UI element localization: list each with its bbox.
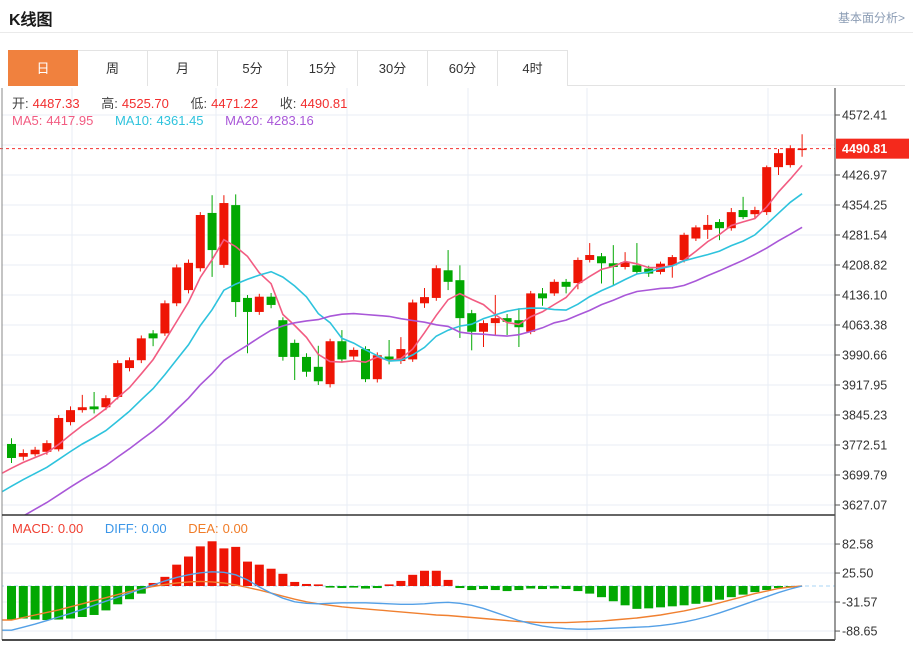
current-price-badge: 4490.81 — [836, 138, 909, 159]
svg-text:3845.23: 3845.23 — [842, 408, 887, 422]
macd-layer — [2, 541, 835, 631]
svg-text:4354.25: 4354.25 — [842, 199, 887, 213]
svg-text:82.58: 82.58 — [842, 538, 873, 552]
axes-layer — [1, 88, 836, 641]
tab-60min[interactable]: 60分 — [428, 50, 498, 86]
svg-text:4208.82: 4208.82 — [842, 258, 887, 272]
svg-text:4572.41: 4572.41 — [842, 109, 887, 123]
svg-text:4490.81: 4490.81 — [842, 142, 887, 156]
tab-month[interactable]: 月 — [148, 50, 218, 86]
dea-line — [2, 580, 803, 624]
tab-30min[interactable]: 30分 — [358, 50, 428, 86]
svg-text:4281.54: 4281.54 — [842, 228, 887, 242]
tab-day[interactable]: 日 — [8, 50, 78, 86]
header-divider — [0, 32, 913, 33]
svg-text:4136.10: 4136.10 — [842, 288, 887, 302]
svg-text:25.50: 25.50 — [842, 567, 873, 581]
svg-text:4426.97: 4426.97 — [842, 169, 887, 183]
tab-5min[interactable]: 5分 — [218, 50, 288, 86]
price-axis-labels: 4572.41 4426.97 4354.25 4281.54 4208.82 4136.… — [835, 109, 887, 639]
svg-text:3990.66: 3990.66 — [842, 348, 887, 362]
svg-text:3772.51: 3772.51 — [842, 438, 887, 452]
svg-text:4063.38: 4063.38 — [842, 318, 887, 332]
svg-text:-31.57: -31.57 — [842, 596, 877, 610]
tab-week[interactable]: 周 — [78, 50, 148, 86]
candlestick-layer — [7, 134, 807, 463]
svg-text:3627.07: 3627.07 — [842, 498, 887, 512]
ma10-line — [2, 193, 803, 493]
tab-15min[interactable]: 15分 — [288, 50, 358, 86]
svg-text:3699.79: 3699.79 — [842, 468, 887, 482]
page-title: K线图 — [9, 12, 53, 29]
kline-chart[interactable]: 4572.41 4426.97 4354.25 4281.54 4208.82 4136.… — [0, 88, 913, 646]
fundamental-analysis-link[interactable]: 基本面分析> — [837, 11, 905, 25]
diff-line — [2, 571, 803, 631]
ma5-line — [2, 164, 803, 475]
ma20-line — [23, 226, 803, 515]
svg-text:-88.65: -88.65 — [842, 625, 877, 639]
svg-text:3917.95: 3917.95 — [842, 378, 887, 392]
period-tabs: 日 周 月 5分 15分 30分 60分 4时 — [8, 50, 905, 86]
tab-4hour[interactable]: 4时 — [498, 50, 568, 86]
ma-lines-layer — [2, 164, 803, 515]
